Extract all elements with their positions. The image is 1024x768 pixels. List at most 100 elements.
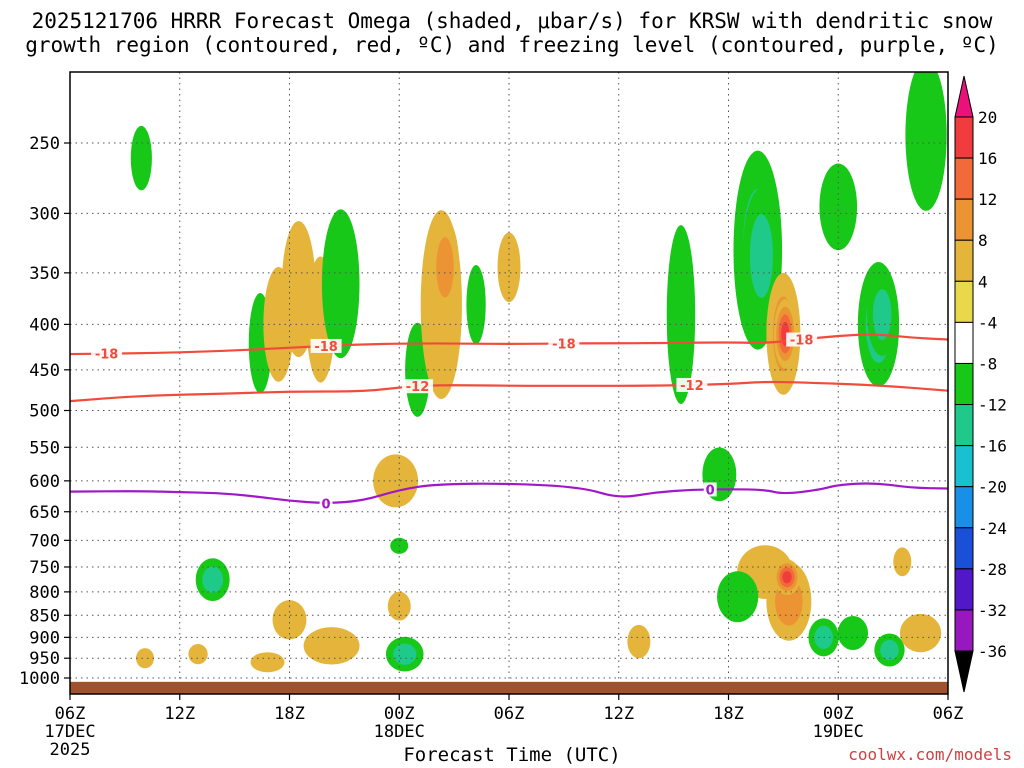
colorbar-label: -12 — [978, 396, 1007, 415]
contour-label-0: 0 — [706, 483, 715, 498]
colorbar-segment — [954, 486, 974, 529]
omega-shade-0-0 — [130, 125, 152, 191]
x-axis-title: Forecast Time (UTC) — [403, 744, 621, 766]
x-tick-label: 18Z — [713, 704, 744, 724]
x-tick-label: 12Z — [603, 704, 634, 724]
y-tick-label: 800 — [29, 583, 60, 603]
gridlines — [69, 72, 949, 682]
chart-title-line-1: 2025121706 HRRR Forecast Omega (shaded, … — [31, 9, 993, 33]
colorbar-label: -8 — [978, 354, 997, 373]
y-tick-label: 850 — [29, 606, 60, 626]
contour-label--18: -18 — [314, 340, 338, 355]
colorbar-segment — [954, 404, 974, 447]
pressure-axis: 2503003504004505005506006507007508008509… — [19, 134, 70, 689]
contour-label--18: -18 — [95, 348, 119, 363]
x-tick-label: 06Z — [494, 704, 525, 724]
x-tick-label: 06Z — [55, 704, 86, 724]
colorbar-segment — [954, 362, 974, 406]
y-tick-label: 950 — [29, 649, 60, 669]
colorbar-label: -4 — [978, 313, 997, 332]
x-tick-label: 00Z — [384, 704, 415, 724]
contour-label--12: -12 — [680, 379, 704, 394]
colorbar-label: -32 — [978, 601, 1007, 620]
colorbar-segment — [954, 116, 974, 159]
omega-shading-layer — [130, 72, 947, 673]
omega-shade-39-0 — [627, 624, 651, 659]
omega-shade-28-0 — [837, 616, 869, 651]
credit-link[interactable]: coolwx.com/models — [848, 745, 1012, 764]
contour-label-bg — [786, 332, 818, 347]
omega-shade-13-0 — [666, 225, 696, 405]
omega-shade-35-0 — [303, 627, 360, 665]
omega-shade-30-0 — [899, 613, 942, 653]
omega-shade-11-0 — [466, 264, 486, 345]
contour-layer: -18 -18 -18 -18 -12 -12 0 0 — [70, 332, 948, 512]
colorbar-segment — [954, 239, 974, 282]
omega-shade-37-1 — [393, 643, 417, 665]
y-tick-label: 400 — [29, 315, 60, 335]
colorbar: 20 16 12 8 4 -4 -8 -12 -16 -20 -24 -28 -32 -36 — [954, 75, 1007, 693]
colorbar-label: 8 — [978, 231, 988, 250]
omega-shade-19-0 — [819, 163, 858, 251]
omega-shade-34-0 — [272, 600, 307, 640]
x-tick-label: 18Z — [274, 704, 305, 724]
colorbar-bottom-arrow — [954, 650, 974, 693]
colorbar-top-arrow — [954, 75, 974, 118]
y-tick-label: 450 — [29, 361, 60, 381]
omega-shade-40-0 — [893, 547, 912, 577]
y-tick-label: 500 — [29, 402, 60, 422]
colorbar-label: -28 — [978, 560, 1007, 579]
omega-shade-1-1 — [202, 566, 224, 593]
x-tick-year: 2025 — [50, 740, 91, 760]
surface-terrain-band — [70, 681, 948, 694]
omega-shade-33-0 — [250, 652, 285, 673]
chart-title-line-2: growth region (contoured, red, ºC) and f… — [25, 33, 999, 57]
colorbar-segment — [954, 280, 974, 323]
y-tick-label: 300 — [29, 204, 60, 224]
contour-label-bg — [548, 336, 580, 351]
contour-label--18: -18 — [790, 334, 814, 349]
contour-label-bg — [402, 379, 434, 394]
omega-shade-29-1 — [880, 639, 899, 661]
surface-band-rect — [70, 681, 948, 694]
colorbar-label: -36 — [978, 642, 1007, 661]
omega-shade-21-1 — [872, 289, 892, 340]
colorbar-label: 4 — [978, 272, 988, 291]
contour-label-bg — [91, 346, 123, 361]
colorbar-label: 20 — [978, 108, 997, 127]
contour-label--12: -12 — [406, 380, 430, 395]
y-tick-label: 700 — [29, 531, 60, 551]
colorbar-segment — [954, 568, 974, 611]
contour-label-bg — [319, 496, 333, 511]
y-tick-label: 1000 — [19, 669, 60, 689]
y-tick-label: 650 — [29, 503, 60, 523]
omega-shade-25-3 — [782, 570, 792, 584]
colorbar-segment — [954, 445, 974, 488]
y-tick-label: 900 — [29, 628, 60, 648]
y-tick-label: 250 — [29, 134, 60, 154]
omega-shade-32-0 — [188, 643, 208, 665]
contour-label-bg — [676, 377, 708, 392]
y-tick-label: 350 — [29, 264, 60, 284]
omega-shade-31-0 — [135, 648, 154, 669]
colorbar-label: 16 — [978, 149, 997, 168]
y-tick-label: 600 — [29, 472, 60, 492]
omega-shade-26-0 — [717, 571, 759, 623]
x-tick-label: 12Z — [164, 704, 195, 724]
y-tick-label: 750 — [29, 558, 60, 578]
contour-label-bg — [310, 338, 342, 353]
x-tick-date: 19DEC — [813, 722, 864, 742]
x-tick-date: 17DEC — [44, 722, 95, 742]
x-tick-date: 18DEC — [374, 722, 425, 742]
contour-line-0 — [70, 482, 948, 504]
colorbar-segment — [954, 157, 974, 200]
contour-label-0: 0 — [322, 497, 331, 512]
x-tick-label: 06Z — [933, 704, 964, 724]
y-tick-label: 550 — [29, 438, 60, 458]
omega-shade-6-0 — [321, 209, 360, 359]
colorbar-segment — [954, 321, 974, 364]
omega-shade-12-0 — [497, 232, 521, 303]
contour-label-bg — [703, 482, 717, 497]
